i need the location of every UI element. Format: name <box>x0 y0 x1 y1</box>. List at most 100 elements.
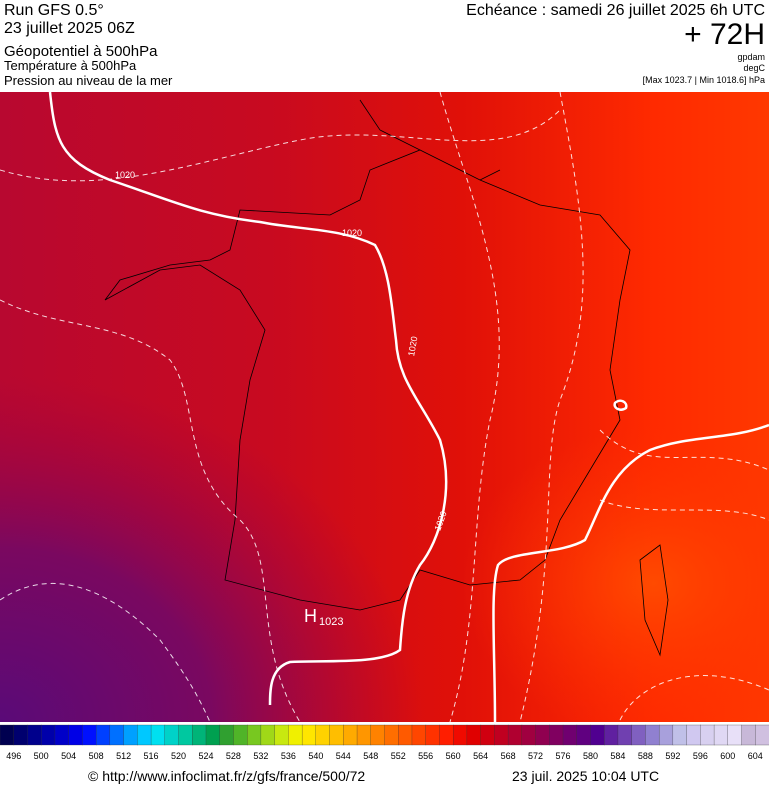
colorbar-label: 520 <box>171 751 186 761</box>
color-swatch <box>631 724 646 746</box>
colorbar: 496 500 504 508 512 516 520 524 528 532 536 540 544 5… <box>0 724 769 761</box>
color-swatch <box>329 724 344 746</box>
color-swatch <box>658 724 674 746</box>
color-swatch <box>617 724 633 746</box>
color-swatch <box>480 724 495 746</box>
color-swatch <box>604 724 619 746</box>
color-swatch <box>645 724 660 746</box>
colorbar-label: 516 <box>144 751 159 761</box>
colorbar-label: 596 <box>693 751 708 761</box>
field: Géopotentiel à 500hPa <box>4 43 158 60</box>
color-swatch <box>507 724 523 746</box>
colorbar-label: 556 <box>418 751 433 761</box>
colorbar-label: 600 <box>720 751 735 761</box>
color-swatch <box>590 724 605 746</box>
temperature-field <box>0 92 769 722</box>
color-swatch <box>233 724 248 746</box>
color-swatch <box>672 724 688 746</box>
isobar-label: 1020 <box>342 228 362 238</box>
high-pressure-value: 1023 <box>319 616 343 628</box>
field: Température à 500hPa <box>4 58 137 73</box>
color-swatch <box>384 724 399 746</box>
high-pressure: H <box>304 606 317 626</box>
coastlines <box>104 99 669 657</box>
color-swatch <box>466 724 482 746</box>
color-swatch <box>301 724 317 746</box>
color-swatch <box>274 724 289 746</box>
lead-time: + 72H <box>684 18 765 51</box>
colorbar-label: 532 <box>253 751 268 761</box>
color-swatch <box>549 724 564 746</box>
color-swatch <box>494 724 509 746</box>
geopotential-contours <box>0 91 769 723</box>
colorbar-label: 604 <box>748 751 763 761</box>
color-swatch <box>727 724 742 746</box>
color-swatch <box>247 724 262 746</box>
color-swatch <box>54 724 70 746</box>
colorbar-label: 580 <box>583 751 598 761</box>
echeance: Echéance : samedi 26 juillet 2025 6h UTC <box>466 2 765 19</box>
color-swatch <box>370 724 385 746</box>
color-swatch <box>41 724 56 746</box>
color-swatch <box>439 724 454 746</box>
color-swatch <box>343 724 358 746</box>
run-date: 23 juillet 2025 06Z <box>4 20 135 37</box>
colorbar-label: 512 <box>116 751 131 761</box>
color-swatch <box>288 724 303 746</box>
colorbar-label: 536 <box>281 751 296 761</box>
color-swatch <box>425 724 440 746</box>
run: Run GFS 0.5° <box>4 2 104 19</box>
colorbar-label: 584 <box>610 751 625 761</box>
color-swatch <box>178 724 193 746</box>
colorbar-label: 528 <box>226 751 241 761</box>
colorbar-label: 544 <box>336 751 351 761</box>
color-swatch <box>123 724 138 746</box>
pressure-range: [Max 1023.7 | Min 1018.6] hPa <box>643 75 765 85</box>
color-swatch <box>562 724 578 746</box>
color-swatch <box>398 724 413 746</box>
color-swatch <box>192 724 207 746</box>
color-swatch <box>686 724 701 746</box>
color-swatch <box>576 724 591 746</box>
colorbar-label: 508 <box>89 751 104 761</box>
header: Run GFS 0.5° 23 juillet 2025 06Z Géopote… <box>4 2 766 88</box>
colorbar-label: 524 <box>198 751 213 761</box>
color-swatch <box>68 724 83 746</box>
color-swatch <box>453 724 468 746</box>
timestamp: 23 juil. 2025 10:04 UTC <box>512 768 659 784</box>
color-swatch <box>741 724 756 746</box>
color-swatch <box>95 724 111 746</box>
colorbar-label: 560 <box>446 751 461 761</box>
color-swatch <box>137 724 152 746</box>
color-swatch <box>260 724 276 746</box>
colorbar-label: 564 <box>473 751 488 761</box>
color-swatch <box>27 724 42 746</box>
colorbar-label: 552 <box>391 751 406 761</box>
isobar-label: 1020 <box>406 336 419 357</box>
color-swatch <box>315 724 331 746</box>
color-swatch <box>535 724 550 746</box>
colorbar-label: 568 <box>501 751 516 761</box>
color-swatch <box>755 724 769 746</box>
color-swatch <box>205 724 221 746</box>
isobar-label: 1020 <box>115 170 135 180</box>
field: Pression au niveau de la mer <box>4 73 173 88</box>
color-swatch <box>219 724 234 746</box>
unit: gpdam <box>737 52 765 62</box>
color-swatch <box>109 724 125 746</box>
isobar-1020 <box>48 91 769 723</box>
colorbar-label: 540 <box>308 751 323 761</box>
color-swatch <box>356 724 372 746</box>
color-swatch <box>82 724 97 746</box>
colorbar-label: 500 <box>34 751 49 761</box>
color-swatch <box>13 724 28 746</box>
colorbar-label: 576 <box>556 751 571 761</box>
color-swatch <box>411 724 427 746</box>
unit: degC <box>743 63 765 73</box>
colorbar-label: 592 <box>665 751 680 761</box>
colorbar-label: 504 <box>61 751 76 761</box>
colorbar-label: 496 <box>6 751 21 761</box>
color-swatch <box>713 724 729 746</box>
colorbar-label: 548 <box>363 751 378 761</box>
